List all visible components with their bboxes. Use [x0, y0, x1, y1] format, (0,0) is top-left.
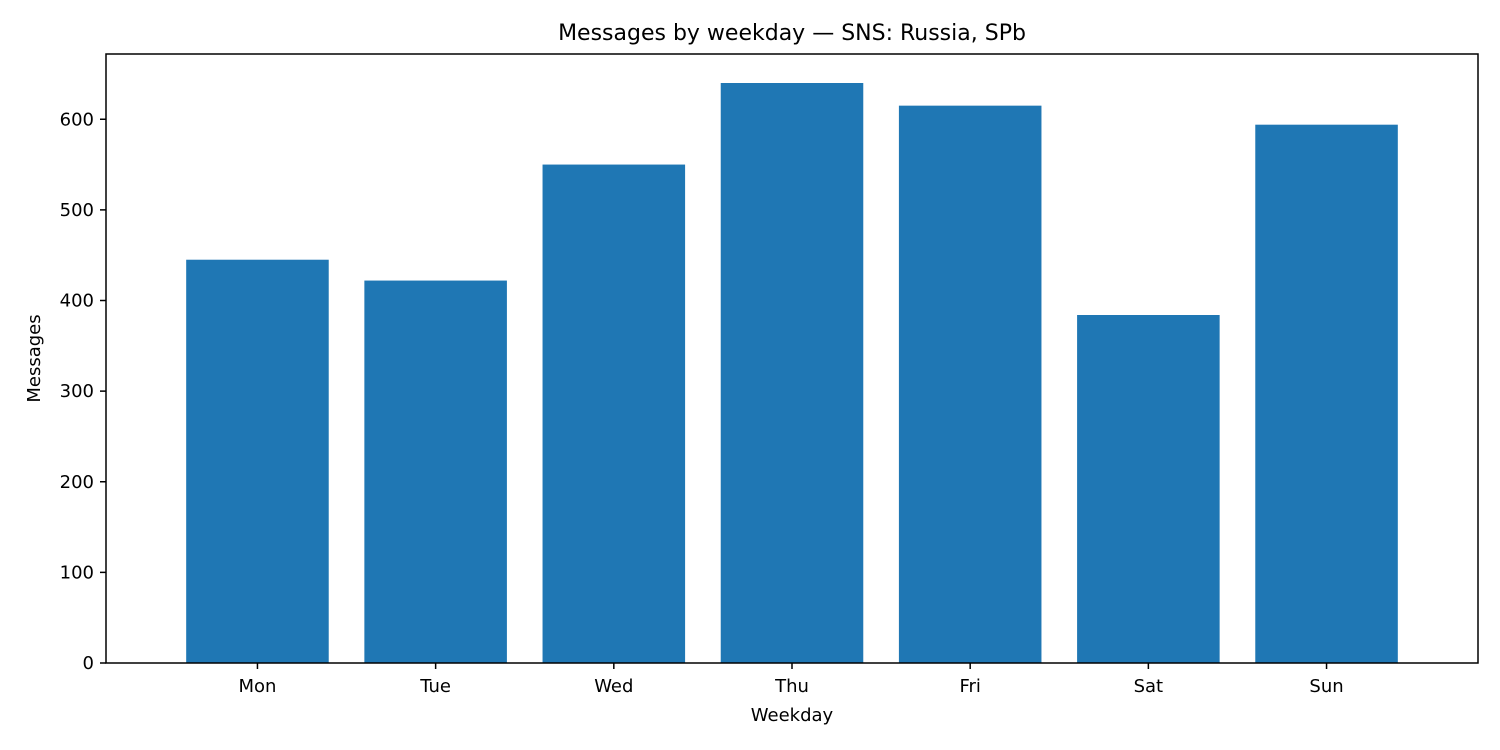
x-tick-label-sat: Sat [1134, 676, 1164, 697]
bar-wed [542, 164, 686, 663]
x-axis: Mon Tue Wed Thu Fri Sat Sun [238, 663, 1344, 697]
y-tick-label-400: 400 [60, 291, 94, 312]
bar-thu [720, 83, 864, 663]
bar-tue [364, 280, 507, 663]
x-tick-label-tue: Tue [419, 676, 451, 697]
x-axis-label: Weekday [751, 705, 834, 726]
y-axis: 0 100 200 300 400 500 600 [60, 109, 106, 674]
plot-frame [105, 53, 1479, 664]
y-axis-label: Messages [24, 314, 45, 402]
x-tick-label-mon: Mon [238, 676, 276, 697]
y-tick-label-200: 200 [60, 472, 94, 493]
y-tick-label-600: 600 [60, 109, 94, 130]
bars-group [186, 83, 1398, 663]
x-tick-label-thu: Thu [774, 676, 809, 697]
y-tick-label-300: 300 [60, 381, 94, 402]
y-tick-label-0: 0 [83, 653, 94, 674]
x-tick-label-sun: Sun [1309, 676, 1343, 697]
bar-fri [898, 105, 1042, 663]
y-tick-label-500: 500 [60, 200, 94, 221]
bar-mon [186, 259, 329, 663]
x-tick-label-wed: Wed [594, 676, 633, 697]
bar-sat [1077, 315, 1220, 663]
y-tick-label-100: 100 [60, 562, 94, 583]
chart-title: Messages by weekday — SNS: Russia, SPb [558, 21, 1026, 46]
bar-sun [1255, 124, 1398, 663]
x-tick-label-fri: Fri [959, 676, 980, 697]
